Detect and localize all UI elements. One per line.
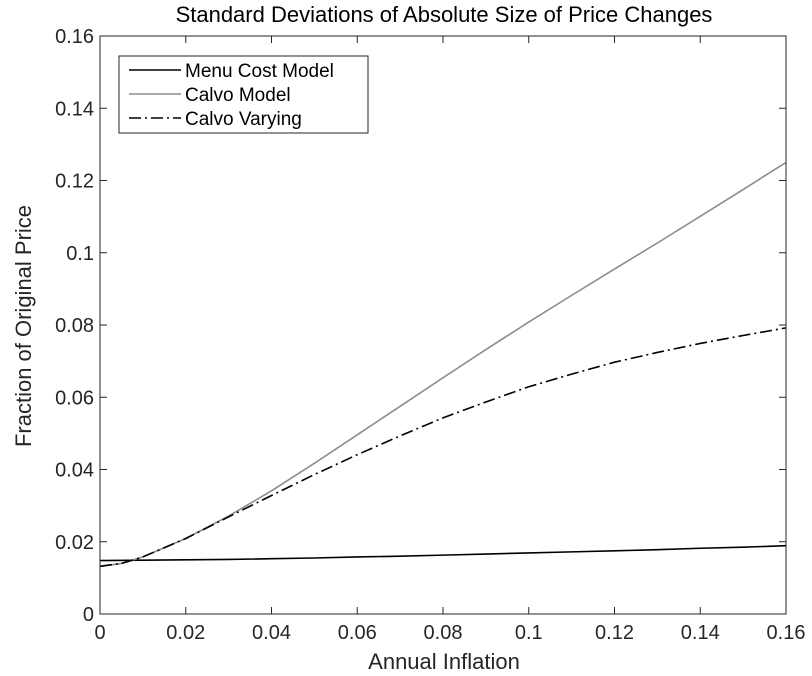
y-tick-label: 0.12 — [55, 171, 94, 193]
y-tick-label: 0.04 — [55, 460, 94, 482]
series-line-1 — [99, 544, 787, 562]
y-tick-label: 0.1 — [66, 243, 94, 265]
legend-label-1: Menu Cost Model — [185, 61, 334, 82]
legend-label-3: Calvo Varying — [185, 109, 302, 130]
plot-area: 0 0.02 0.04 0.06 0.08 0.1 0.12 0.14 0.16 0 0.02 0.0… — [55, 26, 805, 644]
x-tick-label: 0.16 — [767, 622, 806, 644]
y-tick-label: 0.16 — [55, 26, 94, 48]
x-tick-label: 0.08 — [424, 622, 463, 644]
y-tick-label: 0.06 — [55, 387, 94, 409]
legend-label-2: Calvo Model — [185, 85, 291, 106]
x-tick-label: 0.06 — [338, 622, 377, 644]
y-axis-label: Fraction of Original Price — [11, 205, 36, 447]
x-tick-label: 0.1 — [515, 622, 543, 644]
y-tick-label: 0.08 — [55, 315, 94, 337]
x-axis-label: Annual Inflation — [368, 649, 520, 674]
series-line-3 — [99, 327, 787, 568]
x-tick-label: 0.02 — [166, 622, 205, 644]
y-tick-label: 0 — [83, 604, 94, 626]
x-tick-label: 0.14 — [681, 622, 720, 644]
x-tick-label: 0.12 — [595, 622, 634, 644]
y-tick-label: 0.14 — [55, 98, 94, 120]
y-tick-label: 0.02 — [55, 532, 94, 554]
x-tick-label: 0.04 — [252, 622, 291, 644]
x-tick-label: 0 — [94, 622, 105, 644]
chart-title: Standard Deviations of Absolute Size of … — [176, 2, 713, 27]
